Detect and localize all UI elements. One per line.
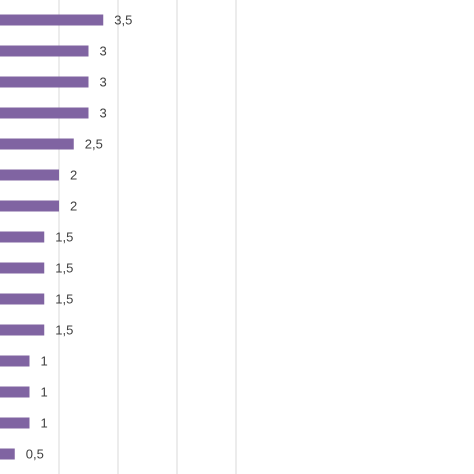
gridlines: [58, 0, 237, 474]
bar-value-label: 2: [70, 199, 77, 214]
bar-value-label: 2: [70, 168, 77, 183]
bar-value-label: 1,5: [55, 323, 73, 338]
bar-value-label: 1,5: [55, 261, 73, 276]
bars: [0, 14, 104, 460]
bar: [0, 324, 45, 336]
bar-value-label: 1,5: [55, 230, 73, 245]
bar: [0, 200, 59, 212]
bar: [0, 169, 59, 181]
bar: [0, 386, 30, 398]
bar-value-label: 2,5: [85, 137, 103, 152]
bar: [0, 355, 30, 367]
bar-value-label: 3,5: [114, 13, 132, 28]
bar: [0, 448, 15, 460]
bar: [0, 231, 45, 243]
data-labels: 3,5 3 3 3 2,5 2 2 1,5 1,5 1,5 1,5 1 1 1 0,5: [26, 13, 133, 462]
bar: [0, 76, 89, 88]
bar-value-label: 0,5: [26, 447, 44, 462]
bar: [0, 107, 89, 119]
bar: [0, 293, 45, 305]
bar-value-label: 1,5: [55, 292, 73, 307]
bar-value-label: 1: [41, 385, 48, 400]
bar-value-label: 1: [41, 416, 48, 431]
bar: [0, 14, 104, 26]
bar: [0, 262, 45, 274]
bar-value-label: 3: [100, 75, 107, 90]
bar: [0, 417, 30, 429]
bar: [0, 138, 74, 150]
bar-value-label: 1: [41, 354, 48, 369]
bar-value-label: 3: [100, 44, 107, 59]
bar-value-label: 3: [100, 106, 107, 121]
bar: [0, 45, 89, 57]
